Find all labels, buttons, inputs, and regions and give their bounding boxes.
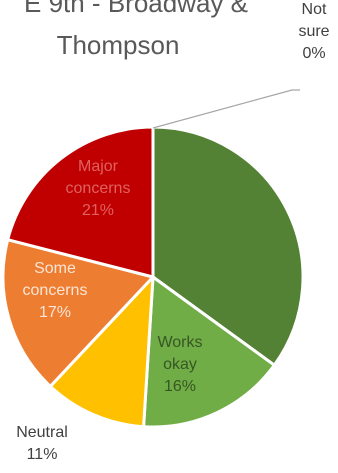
chart-title: E 9th - Broadway & Thompson: [24, 0, 248, 60]
slice-label-major-concerns: Major concerns 21%: [66, 158, 131, 219]
chart-title-line: Thompson: [57, 30, 180, 60]
pie-slice-works-okay: [142, 275, 276, 429]
slice-label-neutral: Neutral 11%: [16, 424, 68, 463]
leader-line-not-sure: [152, 89, 300, 129]
slice-label-not-sure: Not sure 0%: [298, 1, 329, 62]
pie-slice-neutral: [48, 275, 155, 429]
pie-slice-works-well: [151, 125, 305, 367]
pie-slice-major-concerns: [6, 125, 155, 279]
leader-lines: [152, 89, 300, 129]
slice-label-some-concerns: Some concerns 17%: [23, 260, 88, 321]
pie-slices: [1, 125, 305, 429]
chart-title-line: E 9th - Broadway &: [24, 0, 248, 18]
slice-label-works-okay: Works okay 16%: [157, 334, 202, 395]
pie-slice-some-concerns: [1, 238, 155, 388]
slice-labels: Works well 35% Works okay 16% Neutral 11% Some co…: [16, 1, 329, 463]
slice-label-works-well: Works well 35%: [189, 166, 234, 227]
